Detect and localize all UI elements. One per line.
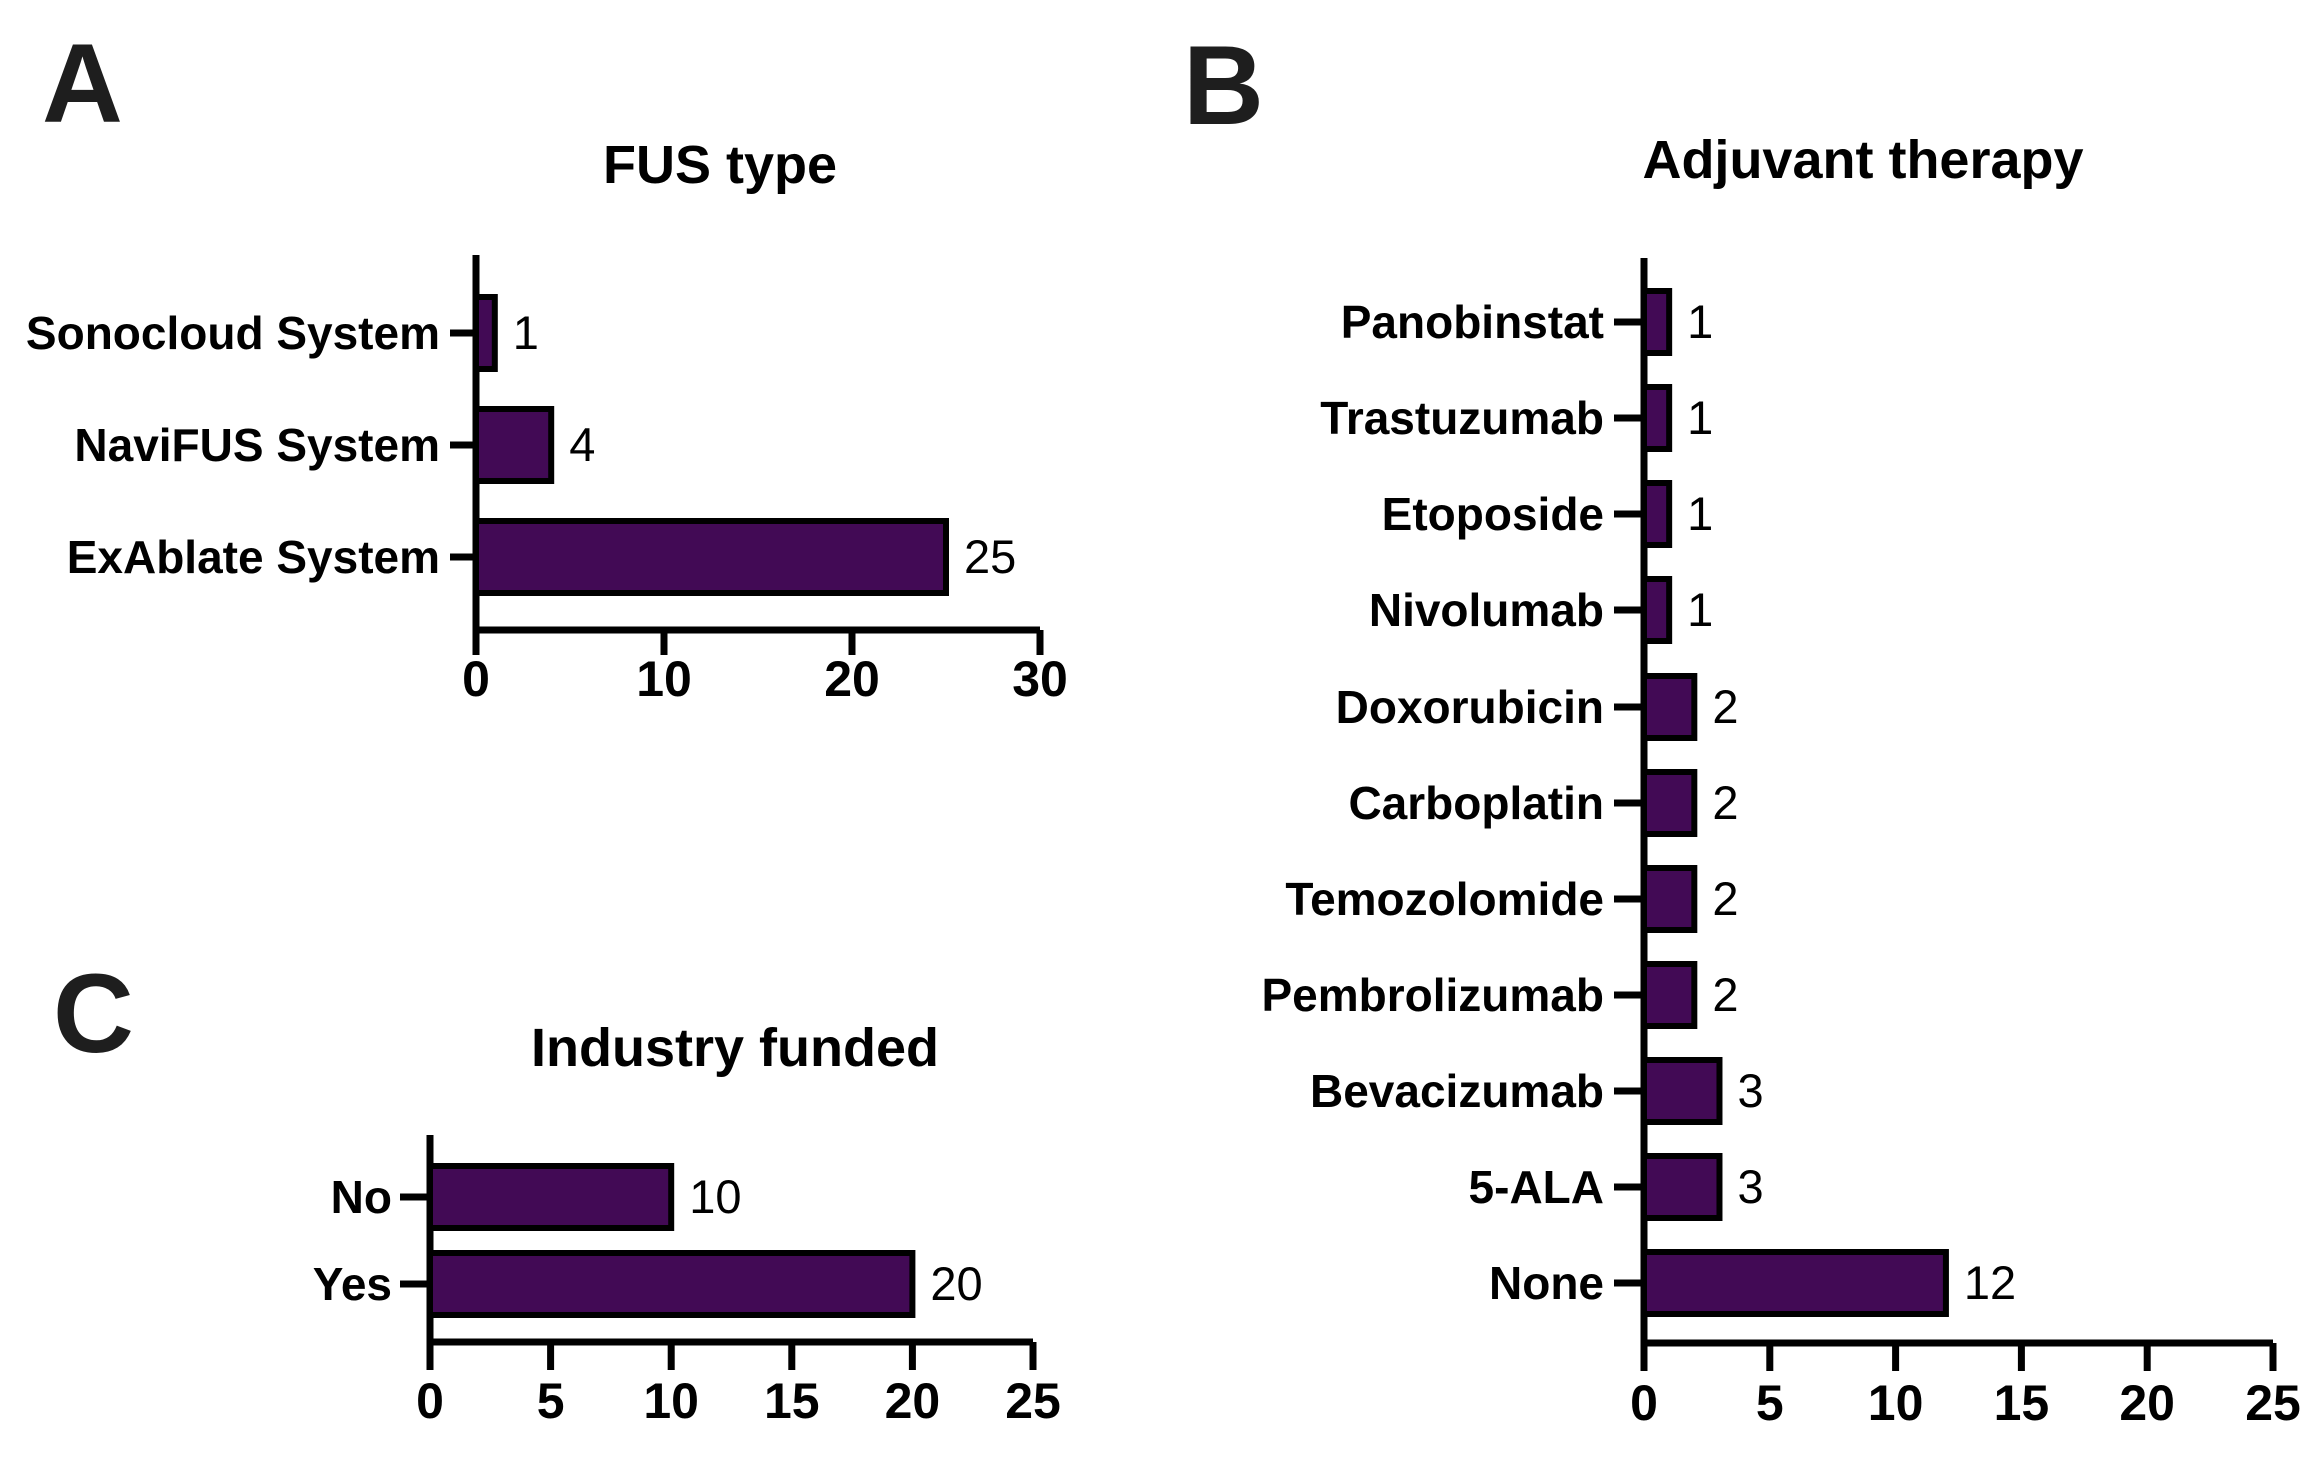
- panel-c-plot: 0 5 10 15 20 25 No 10 Yes 20: [313, 1135, 1061, 1429]
- bar: [427, 1250, 916, 1318]
- x-tick-label: 10: [636, 651, 692, 707]
- bar: [427, 1163, 675, 1231]
- value-label: 1: [1687, 295, 1713, 348]
- value-label: 20: [930, 1257, 982, 1310]
- category-label: No: [331, 1171, 392, 1223]
- category-label: Yes: [313, 1258, 392, 1310]
- bar: [1641, 384, 1673, 452]
- bar: [1641, 865, 1698, 933]
- x-tick-label: 15: [1994, 1375, 2050, 1431]
- bar: [1641, 1057, 1723, 1125]
- panel-c-letter: C: [53, 951, 134, 1076]
- x-tick-label: 20: [2119, 1375, 2175, 1431]
- value-label: 1: [1687, 583, 1713, 636]
- panel-b-plot: 0 5 10 15 20 25 Panobinstat 1 Trastuzumab 1 Etopos…: [1261, 258, 2301, 1431]
- panel-b-letter: B: [1183, 23, 1264, 148]
- category-label: Carboplatin: [1348, 777, 1604, 829]
- panel-c-title: Industry funded: [531, 1018, 939, 1078]
- panel-a-title: FUS type: [602, 135, 838, 195]
- category-label: Trastuzumab: [1320, 392, 1604, 444]
- category-label: Sonocloud System: [26, 307, 440, 359]
- x-tick-label: 15: [764, 1373, 820, 1429]
- category-label: NaviFUS System: [74, 419, 440, 471]
- x-tick-label: 25: [2245, 1375, 2301, 1431]
- category-label: None: [1489, 1257, 1604, 1309]
- bar: [1641, 576, 1673, 644]
- bar: [1641, 769, 1698, 837]
- value-label: 2: [1712, 680, 1738, 733]
- x-tick-label: 0: [416, 1373, 444, 1429]
- bar: [1641, 288, 1673, 356]
- x-tick-label: 5: [537, 1373, 565, 1429]
- x-tick-label: 10: [1868, 1375, 1924, 1431]
- value-label: 2: [1712, 968, 1738, 1021]
- bar: [1641, 1153, 1723, 1221]
- panel-a-letter: A: [42, 21, 123, 146]
- category-label: Bevacizumab: [1310, 1065, 1604, 1117]
- x-tick-label: 0: [462, 651, 490, 707]
- category-label: ExAblate System: [67, 531, 440, 583]
- category-label: Doxorubicin: [1336, 681, 1604, 733]
- bar: [473, 294, 498, 372]
- value-label: 3: [1737, 1160, 1763, 1213]
- bar: [1641, 1249, 1949, 1317]
- x-tick-label: 25: [1005, 1373, 1061, 1429]
- value-label: 1: [1687, 487, 1713, 540]
- x-tick-label: 10: [643, 1373, 699, 1429]
- category-label: Panobinstat: [1341, 296, 1604, 348]
- category-label: Temozolomide: [1285, 873, 1604, 925]
- category-label: Nivolumab: [1369, 584, 1604, 636]
- value-label: 4: [569, 418, 595, 471]
- value-label: 10: [689, 1170, 741, 1223]
- category-label: 5-ALA: [1469, 1161, 1604, 1213]
- category-label: Pembrolizumab: [1261, 969, 1604, 1021]
- bar: [1641, 673, 1698, 741]
- value-label: 2: [1712, 776, 1738, 829]
- bar: [1641, 480, 1673, 548]
- x-tick-label: 0: [1630, 1375, 1658, 1431]
- bar: [473, 406, 555, 484]
- value-label: 3: [1737, 1064, 1763, 1117]
- category-label: Etoposide: [1382, 488, 1604, 540]
- value-label: 1: [1687, 391, 1713, 444]
- value-label: 12: [1964, 1256, 2016, 1309]
- panel-a-plot: 0 10 20 30 Sonocloud System 1 NaviFUS System 4 E…: [26, 255, 1068, 707]
- value-label: 25: [964, 530, 1016, 583]
- bar: [1641, 961, 1698, 1029]
- x-tick-label: 20: [824, 651, 880, 707]
- panel-b-title: Adjuvant therapy: [1642, 130, 2084, 190]
- bar: [473, 518, 949, 596]
- x-tick-label: 5: [1756, 1375, 1784, 1431]
- x-tick-label: 20: [885, 1373, 941, 1429]
- value-label: 2: [1712, 872, 1738, 925]
- x-tick-label: 30: [1012, 651, 1068, 707]
- value-label: 1: [513, 306, 539, 359]
